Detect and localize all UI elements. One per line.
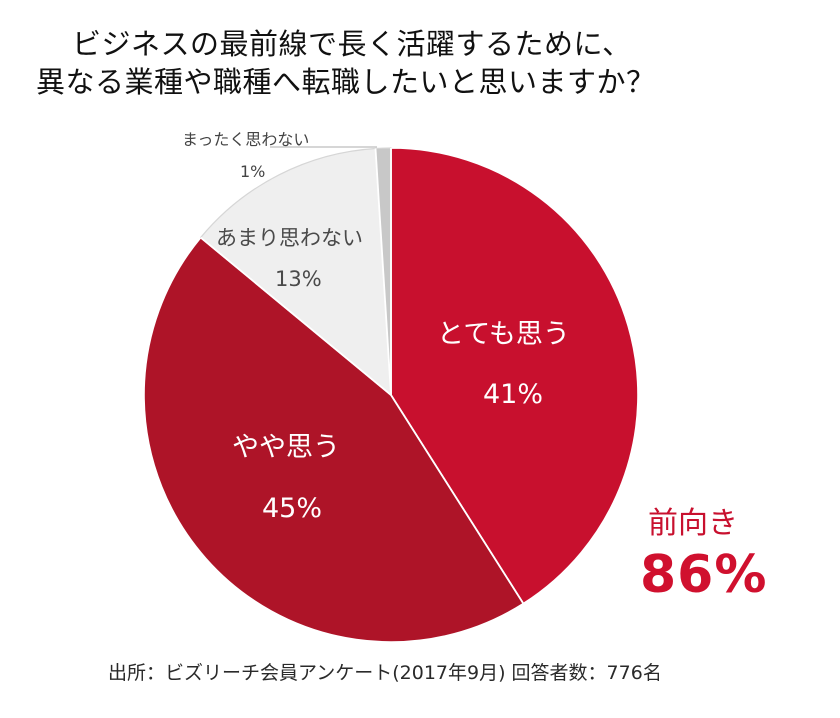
slice-separator: [374, 148, 392, 396]
positive-total-value: 86%: [640, 545, 768, 605]
source-note: 出所：ビズリーチ会員アンケート(2017年9月) 回答者数：776名: [108, 662, 662, 684]
slice-label-not-much: あまり思わない: [216, 226, 363, 250]
slice-label-strongly-agree: とても思う: [437, 319, 570, 350]
slice-value-not-at-all: 1%: [240, 162, 266, 181]
slice-value-somewhat-agree: 45%: [262, 493, 323, 524]
slice-value-not-much: 13%: [275, 267, 322, 291]
slice-separator: [390, 394, 525, 605]
slice-somewhat-agree: [143, 236, 525, 643]
slice-not-much: [200, 147, 392, 396]
chart-title-line-1: ビジネスの最前線で長く活躍するために、: [72, 27, 632, 61]
slice-value-strongly-agree: 41%: [483, 379, 544, 410]
chart-title-line-2: 異なる業種や職種へ転職したいと思いますか？: [36, 65, 656, 99]
slice-label-somewhat-agree: やや思う: [232, 432, 340, 463]
pie-slices: [143, 147, 639, 643]
slice-label-not-at-all: まったく思わない: [182, 130, 310, 149]
positive-total-label: 前向き: [648, 506, 738, 541]
slice-separator: [200, 236, 392, 396]
slice-strongly-agree: [390, 147, 639, 605]
